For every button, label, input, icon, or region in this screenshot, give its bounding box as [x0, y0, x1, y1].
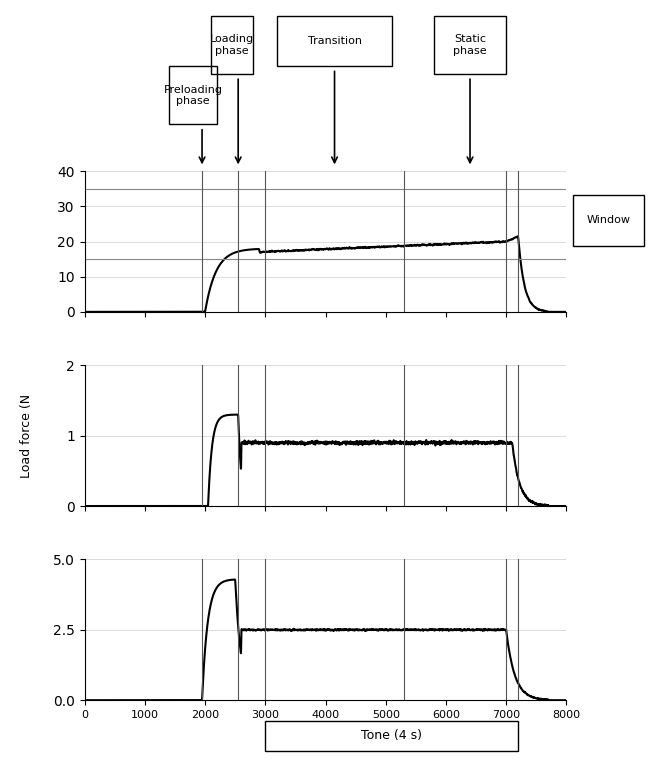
Text: Tone (4 s): Tone (4 s): [361, 730, 422, 742]
Text: Transition: Transition: [307, 36, 361, 46]
Text: Preloading
phase: Preloading phase: [163, 85, 223, 106]
Text: Window: Window: [587, 216, 631, 226]
Text: Static
phase: Static phase: [453, 34, 487, 55]
Text: Loading
phase: Loading phase: [210, 34, 255, 55]
Text: Load force (N: Load force (N: [20, 394, 33, 478]
